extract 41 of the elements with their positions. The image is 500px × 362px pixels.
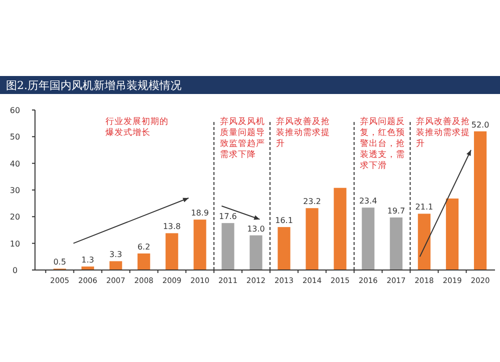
y-tick-label: 40 [10, 159, 20, 168]
bar [390, 217, 402, 270]
y-tick-label: 60 [10, 106, 20, 115]
bar [194, 220, 206, 270]
data-label: 13.0 [247, 224, 265, 234]
annotation: 弃风改善及抢装推动需求提升 [416, 116, 470, 149]
data-label: 21.1 [415, 202, 434, 212]
bar [418, 214, 431, 270]
bar [166, 233, 178, 270]
annotation: 行业发展初期的爆发式增长 [106, 116, 169, 138]
data-label: 18.9 [191, 208, 209, 218]
y-tick-label: 10 [10, 239, 20, 248]
data-label: 19.7 [387, 206, 406, 216]
annotation: 弃风及风机质量问题导致监管趋严需求下降 [220, 116, 265, 160]
annotation: 弃风问题反复，红色预警出台，抢装透支，需求下滑 [360, 116, 406, 171]
data-label: 6.2 [137, 242, 150, 252]
y-tick-label: 20 [10, 212, 20, 222]
data-label: 16.1 [275, 216, 293, 226]
bar [446, 198, 459, 270]
bar [278, 227, 290, 270]
chart-title: 图2.历年国内风机新增吊装规模情况 [6, 79, 182, 92]
bar [250, 235, 262, 270]
y-tick-label: 50 [10, 132, 20, 142]
bar [138, 253, 150, 270]
annotation: 弃风改善及抢装推动需求提升 [276, 116, 330, 149]
data-label: 3.3 [109, 250, 122, 260]
data-label: 13.8 [162, 222, 181, 232]
data-label: 0.5 [53, 258, 66, 267]
data-label: 23.2 [303, 197, 321, 206]
y-tick-label: 0 [12, 266, 18, 275]
bar [362, 208, 374, 270]
bar [334, 188, 346, 270]
data-label: 1.3 [81, 256, 94, 265]
bar [222, 223, 234, 270]
data-label: 52.0 [471, 120, 490, 130]
y-tick-label: 30 [10, 186, 20, 195]
bar [306, 208, 318, 270]
data-label: 23.4 [359, 196, 378, 206]
data-label: 17.6 [219, 212, 237, 222]
bar [109, 261, 122, 270]
bar [474, 131, 487, 270]
